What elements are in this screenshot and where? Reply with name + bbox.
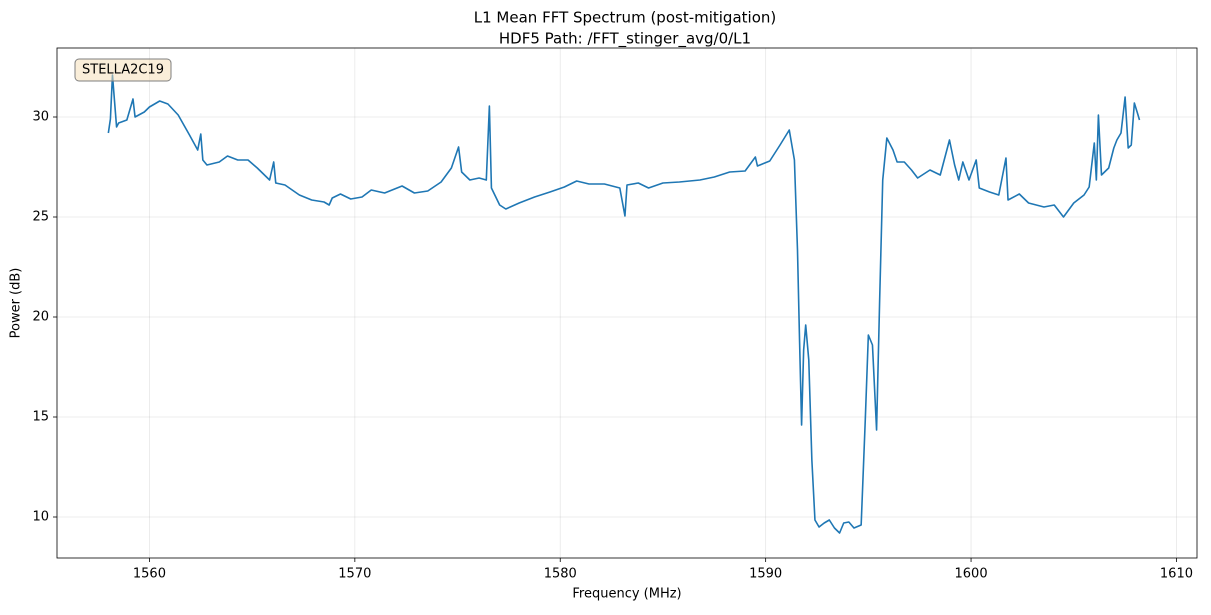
annotation-box bbox=[74, 58, 172, 82]
y-tick-label: 25 bbox=[32, 210, 49, 225]
x-tick-label: 1570 bbox=[338, 567, 371, 582]
y-tick-label: 20 bbox=[32, 310, 49, 325]
chart-subtitle: HDF5 Path: /FFT_stinger_avg/0/L1 bbox=[499, 30, 751, 49]
annotation: STELLA2C19 bbox=[82, 63, 164, 78]
x-tick-label: 1590 bbox=[749, 567, 782, 582]
y-tick-label: 10 bbox=[32, 510, 49, 525]
x-tick-label: 1560 bbox=[133, 567, 166, 582]
x-tick-label: 1610 bbox=[1160, 567, 1193, 582]
x-tick-label: 1580 bbox=[544, 567, 577, 582]
data-line bbox=[107, 74, 1141, 534]
y-tick-label: 15 bbox=[32, 410, 49, 425]
y-axis-label: Power (dB) bbox=[9, 268, 24, 339]
y-tick-label: 30 bbox=[32, 110, 49, 125]
chart-title: L1 Mean FFT Spectrum (post-mitigation) bbox=[474, 9, 776, 27]
x-tick-label: 1600 bbox=[955, 567, 988, 582]
x-axis-label: Frequency (MHz) bbox=[572, 587, 681, 602]
plot-frame bbox=[56, 47, 1198, 559]
